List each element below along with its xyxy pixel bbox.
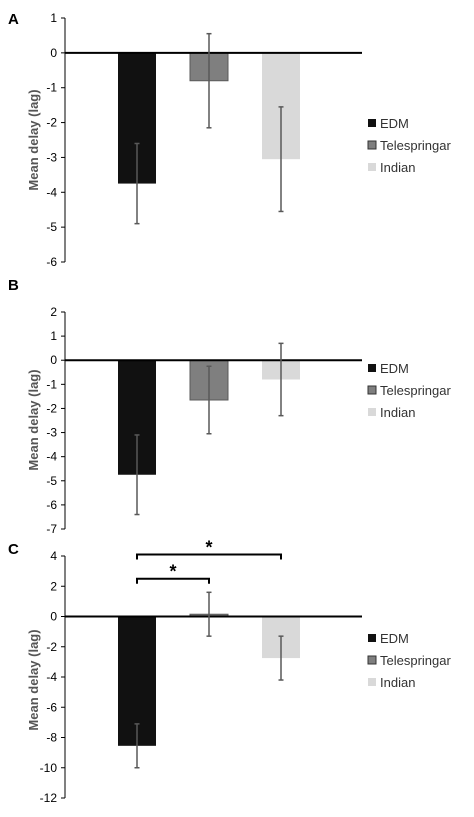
panel-a-tick-label: 0 <box>50 46 57 60</box>
panel-c-tick-label: 2 <box>50 579 57 593</box>
panel-a-legend-label-telespringar: Telespringar <box>380 138 451 153</box>
panel-b-tick-label: -4 <box>46 450 57 464</box>
panel-c-tick-label: -6 <box>46 700 57 714</box>
panel-b-tick-label: 0 <box>50 353 57 367</box>
panel-b-legend-label-edm: EDM <box>380 361 409 376</box>
panel-b-legend-swatch-indian <box>368 408 376 416</box>
panel-c-legend-label-edm: EDM <box>380 631 409 646</box>
panel-a-y-axis-title: Mean delay (lag) <box>26 89 41 190</box>
panel-a-legend-label-edm: EDM <box>380 116 409 131</box>
panel-b-legend-swatch-telespringar <box>367 385 377 395</box>
panel-c-letter: C <box>8 541 19 558</box>
panel-a-tick-label: -3 <box>46 150 57 164</box>
panel-c-tick-label: 0 <box>50 610 57 624</box>
panel-c-legend-swatch-edm <box>368 634 376 642</box>
panel-b-tick-label: -3 <box>46 426 57 440</box>
panel-c-significance-star: * <box>169 562 176 582</box>
panel-a-tick-label: -4 <box>46 185 57 199</box>
panel-a-legend-swatch-edm <box>368 119 376 127</box>
panel-a-tick-label: -5 <box>46 220 57 234</box>
panel-b-tick-label: -5 <box>46 474 57 488</box>
panel-c-tick-label: -8 <box>46 731 57 745</box>
panel-a-legend-swatch-indian <box>368 163 376 171</box>
panel-c-significance-bracket <box>136 577 210 584</box>
panel-a-tick-label: 1 <box>50 11 57 25</box>
panel-b-y-axis-title: Mean delay (lag) <box>26 369 41 470</box>
panel-b-letter: B <box>8 277 19 294</box>
panel-a-legend-label-indian: Indian <box>380 160 415 175</box>
panel-a-tick-label: -6 <box>46 255 57 269</box>
panel-c-legend-label-indian: Indian <box>380 675 415 690</box>
panel-c-significance-star: * <box>205 537 212 557</box>
panel-c-tick-label: -2 <box>46 640 57 654</box>
panel-b-tick-label: -7 <box>46 522 57 536</box>
panel-b-tick-label: -6 <box>46 498 57 512</box>
panel-b-legend-swatch-edm <box>368 364 376 372</box>
panel-b-tick-label: -1 <box>46 377 57 391</box>
panel-c-tick-label: -10 <box>40 761 58 775</box>
panel-a-tick-label: -1 <box>46 81 57 95</box>
panel-b-tick-label: 2 <box>50 305 57 319</box>
panel-c-legend-label-telespringar: Telespringar <box>380 653 451 668</box>
panel-c-tick-label: 4 <box>50 549 57 563</box>
panel-b-legend-label-indian: Indian <box>380 405 415 420</box>
panel-c-tick-label: -12 <box>40 791 58 805</box>
panel-c-significance-bracket <box>136 553 282 560</box>
panel-c-tick-label: -4 <box>46 670 57 684</box>
panel-c-legend-swatch-telespringar <box>367 655 377 665</box>
panel-b-tick-label: -2 <box>46 401 57 415</box>
panel-b-legend-label-telespringar: Telespringar <box>380 383 451 398</box>
panel-a-legend-swatch-telespringar <box>367 140 377 150</box>
panel-c-y-axis-title: Mean delay (lag) <box>26 629 41 730</box>
panel-a-letter: A <box>8 11 19 28</box>
panel-a-tick-label: -2 <box>46 116 57 130</box>
panel-b-tick-label: 1 <box>50 329 57 343</box>
panel-c-legend-swatch-indian <box>368 678 376 686</box>
